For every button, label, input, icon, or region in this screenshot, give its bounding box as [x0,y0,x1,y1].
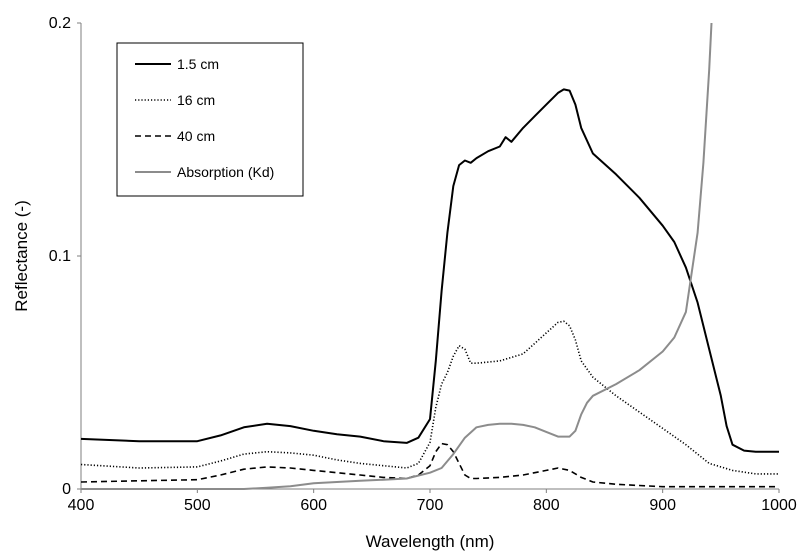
legend-box [116,42,304,197]
x-tick-label: 500 [184,497,211,514]
y-tick-label: 0 [62,481,71,498]
legend-label: Absorption (Kd) [177,164,274,180]
legend-label: 1.5 cm [177,56,219,72]
x-tick-label: 1000 [761,497,797,514]
x-axis-title: Wavelength (nm) [366,532,495,551]
x-tick-label: 400 [68,497,95,514]
series-line-2 [80,320,779,475]
y-tick-label: 0.2 [49,15,71,32]
legend-label: 16 cm [177,92,215,108]
tick-labels: 400 500 600 700 800 900 1000 0 0.1 0.2 [49,15,797,514]
series-line-1 [80,88,779,453]
y-tick-label: 0.1 [49,248,71,265]
y-axis-title: Reflectance (-) [12,200,31,311]
x-tick-label: 900 [649,497,676,514]
series-line-3 [80,442,779,488]
legend: 1.5 cm 16 cm 40 cm Absorption (Kd) [116,42,304,197]
legend-label: 40 cm [177,128,215,144]
x-tick-label: 600 [300,497,327,514]
x-tick-label: 700 [417,497,444,514]
plot-lines [80,22,779,490]
series-line-4 [81,22,713,490]
x-tick-label: 800 [533,497,560,514]
